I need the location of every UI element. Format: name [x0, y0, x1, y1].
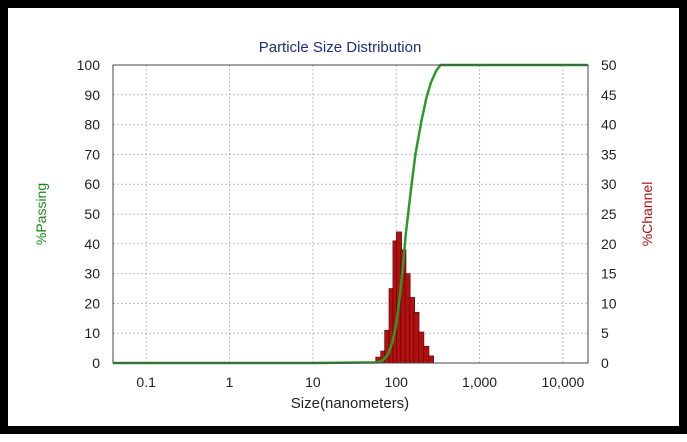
- particle-size-chart: Particle Size Distribution 0.1 1 10 100 1,00…: [33, 39, 655, 412]
- right-y-tick-label: 30: [601, 176, 617, 192]
- left-y-tick-labels: 0 10 20 30 40 50 60 70 80 90 100: [77, 57, 101, 371]
- left-y-tick-label: 0: [92, 355, 100, 371]
- x-tick-label: 100: [385, 374, 409, 390]
- right-y-tick-label: 45: [601, 87, 617, 103]
- channel-bar: [413, 312, 420, 364]
- right-y-tick-label: 10: [601, 295, 617, 311]
- left-y-tick-label: 50: [84, 206, 100, 222]
- chart-title: Particle Size Distribution: [259, 39, 422, 56]
- right-y-tick-label: 0: [601, 355, 609, 371]
- left-y-tick-label: 100: [77, 57, 101, 73]
- x-tick-label: 1: [226, 374, 234, 390]
- left-y-tick-label: 10: [84, 325, 100, 341]
- plot-border: [112, 64, 589, 364]
- grid-lines: [113, 64, 588, 364]
- right-y-tick-label: 25: [601, 206, 617, 222]
- x-tick-label: 0.1: [136, 374, 156, 390]
- right-y-tick-label: 40: [601, 117, 617, 133]
- left-y-tick-label: 70: [84, 146, 100, 162]
- x-tick-label: 10,000: [541, 374, 584, 390]
- right-y-tick-label: 5: [601, 325, 609, 341]
- left-y-tick-label: 20: [84, 295, 100, 311]
- right-y-axis-label: %Channel: [639, 182, 655, 247]
- left-y-axis-label: %Passing: [33, 183, 49, 245]
- left-y-tick-label: 30: [84, 266, 100, 282]
- passing-line: [113, 63, 588, 365]
- x-tick-labels: 0.1 1 10 100 1,000 10,000: [136, 374, 584, 390]
- left-y-tick-label: 40: [84, 236, 100, 252]
- right-y-tick-label: 35: [601, 146, 617, 162]
- left-y-tick-label: 80: [84, 117, 100, 133]
- x-tick-label: 10: [305, 374, 321, 390]
- x-tick-label: 1,000: [462, 374, 497, 390]
- right-y-tick-label: 50: [601, 57, 617, 73]
- x-axis-label: Size(nanometers): [291, 395, 409, 412]
- right-y-tick-label: 20: [601, 236, 617, 252]
- right-y-tick-labels: 0 5 10 15 20 25 30 35 40 45 50: [601, 57, 617, 371]
- channel-bar: [428, 355, 434, 364]
- right-y-tick-label: 15: [601, 266, 617, 282]
- left-y-tick-label: 90: [84, 87, 100, 103]
- left-y-tick-label: 60: [84, 176, 100, 192]
- channel-bar: [418, 331, 425, 364]
